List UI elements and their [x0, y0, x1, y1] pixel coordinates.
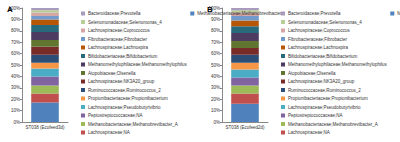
svg-text:30%: 30% — [11, 85, 20, 90]
svg-text:Fibrobacteraceae;Fibrobacter: Fibrobacteraceae;Fibrobacter — [88, 37, 148, 42]
svg-text:Peptostreptococcaceae;NA: Peptostreptococcaceae;NA — [88, 113, 143, 118]
svg-text:Peptostreptococcaceae;NA: Peptostreptococcaceae;NA — [288, 113, 343, 118]
svg-text:Lachnospiraceae;Lachnospira: Lachnospiraceae;Lachnospira — [288, 45, 349, 50]
svg-text:Lachnospiraceae;Pseudobutyrivi: Lachnospiraceae;Pseudobutyrivibrio — [288, 105, 361, 110]
svg-text:Lachnospiraceae;NA: Lachnospiraceae;NA — [288, 130, 330, 135]
svg-text:Bacteroidaceae;Prevotella: Bacteroidaceae;Prevotella — [88, 11, 141, 16]
svg-text:Atopobiaceae;Olsenella: Atopobiaceae;Olsenella — [288, 71, 336, 76]
svg-text:10%: 10% — [211, 108, 220, 113]
svg-text:Lachnospiraceae;NK3A20_group: Lachnospiraceae;NK3A20_group — [288, 79, 355, 84]
svg-text:Lachnospiraceae;Coprococcus: Lachnospiraceae;Coprococcus — [288, 28, 351, 33]
svg-text:Ruminococcaceae;Ruminococcus_2: Ruminococcaceae;Ruminococcus_2 — [288, 88, 361, 93]
svg-text:10%: 10% — [11, 108, 20, 113]
svg-text:Lachnospiraceae;NK3A20_group: Lachnospiraceae;NK3A20_group — [88, 79, 155, 84]
svg-text:B: B — [207, 5, 213, 14]
svg-text:Methanobacteriaceae;Methanobre: Methanobacteriaceae;Methanobrevibacter — [397, 11, 400, 16]
svg-text:20%: 20% — [11, 97, 20, 102]
svg-text:Lachnospiraceae;Pseudobutyrivi: Lachnospiraceae;Pseudobutyrivibrio — [88, 105, 161, 110]
svg-text:ST038 (Ecofeed2d): ST038 (Ecofeed2d) — [225, 125, 265, 130]
svg-text:20%: 20% — [211, 97, 220, 102]
svg-text:Atopobiaceae;Olsenella: Atopobiaceae;Olsenella — [88, 71, 136, 76]
svg-text:50%: 50% — [11, 63, 20, 68]
svg-text:100%: 100% — [8, 5, 20, 11]
svg-text:Fibrobacteraceae;Fibrobacter: Fibrobacteraceae;Fibrobacter — [288, 37, 348, 42]
svg-text:80%: 80% — [211, 28, 220, 33]
svg-text:Propionibacteriaceae;Propionib: Propionibacteriaceae;Propionibacterium — [288, 96, 368, 101]
svg-text:60%: 60% — [211, 51, 220, 56]
svg-text:0%: 0% — [213, 120, 220, 125]
svg-text:90%: 90% — [11, 17, 20, 22]
svg-text:100%: 100% — [208, 5, 220, 11]
svg-text:70%: 70% — [211, 40, 220, 45]
svg-text:Lachnospiraceae;NA: Lachnospiraceae;NA — [88, 130, 130, 135]
svg-text:Methanobacteriaceae;Methanobre: Methanobacteriaceae;Methanobrevibacter — [197, 11, 282, 16]
svg-text:90%: 90% — [211, 17, 220, 22]
svg-text:60%: 60% — [11, 51, 20, 56]
svg-text:70%: 70% — [11, 40, 20, 45]
svg-text:Lachnospiraceae;Lachnospira: Lachnospiraceae;Lachnospira — [88, 45, 149, 50]
svg-text:30%: 30% — [211, 85, 220, 90]
svg-text:Selenomonadaceae;Selenomonas_4: Selenomonadaceae;Selenomonas_4 — [288, 20, 362, 25]
svg-text:50%: 50% — [211, 63, 220, 68]
svg-text:ST038 (Ecofeed3d): ST038 (Ecofeed3d) — [25, 125, 65, 130]
svg-text:Methanobacteriaceae;Methanobre: Methanobacteriaceae;Methanobrevibacter_A — [288, 122, 378, 127]
svg-text:Methanobacteriaceae;Methanobre: Methanobacteriaceae;Methanobrevibacter_A — [88, 122, 178, 127]
svg-text:40%: 40% — [11, 74, 20, 79]
svg-text:Selenomonadaceae;Selenomonas_4: Selenomonadaceae;Selenomonas_4 — [88, 20, 162, 25]
svg-text:0%: 0% — [13, 120, 20, 125]
svg-text:Bifidobacteriaceae;Bifidobacte: Bifidobacteriaceae;Bifidobacterium — [288, 54, 358, 59]
svg-text:Methanomethylophilaceae;Methan: Methanomethylophilaceae;Methanomethyloph… — [88, 62, 188, 67]
svg-text:40%: 40% — [211, 74, 220, 79]
svg-text:Bacteroidaceae;Prevotella: Bacteroidaceae;Prevotella — [288, 11, 341, 16]
svg-text:A: A — [7, 5, 13, 14]
svg-text:Bifidobacteriaceae;Bifidobacte: Bifidobacteriaceae;Bifidobacterium — [88, 54, 158, 59]
svg-text:Lachnospiraceae;Coprococcus: Lachnospiraceae;Coprococcus — [88, 28, 151, 33]
svg-text:Ruminococcaceae;Ruminococcus_2: Ruminococcaceae;Ruminococcus_2 — [88, 88, 161, 93]
svg-text:80%: 80% — [11, 28, 20, 33]
svg-text:Methanomethylophilaceae;Methan: Methanomethylophilaceae;Methanomethyloph… — [288, 62, 388, 67]
svg-text:Propionibacteriaceae;Propionib: Propionibacteriaceae;Propionibacterium — [88, 96, 168, 101]
